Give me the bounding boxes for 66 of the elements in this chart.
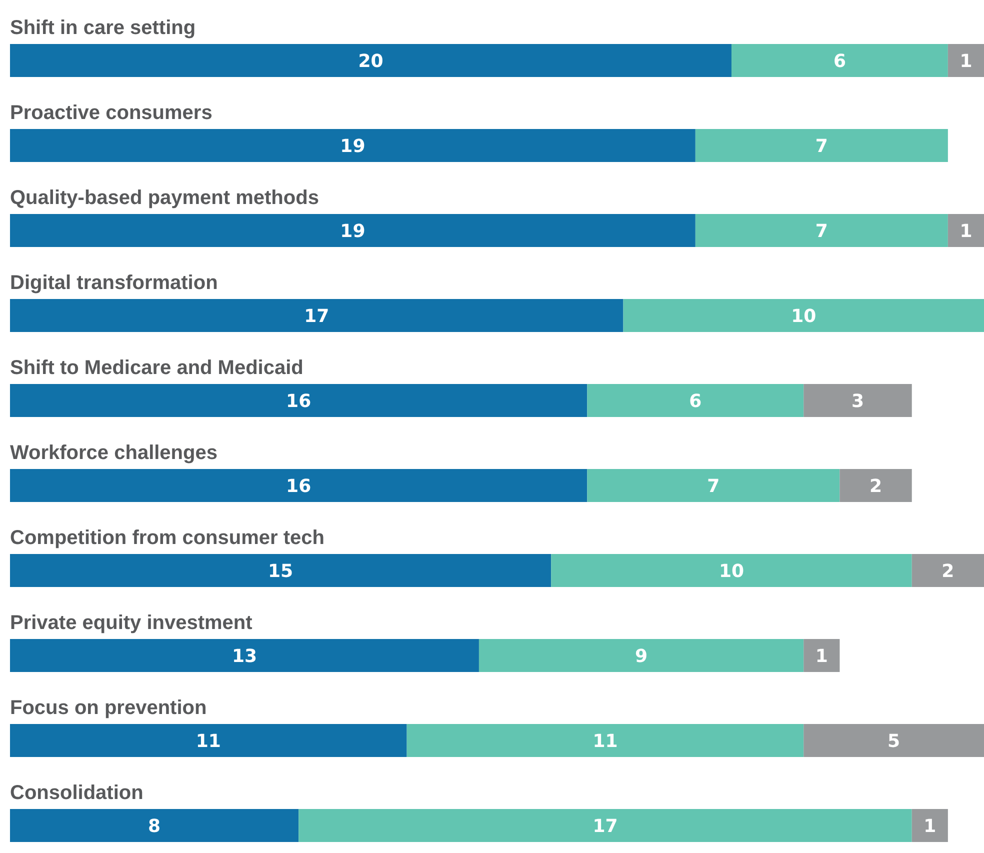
data-label: 20 — [358, 50, 384, 72]
data-label: 8 — [148, 816, 161, 837]
bar — [478, 639, 804, 672]
y-tick-label: Focus on prevention — [10, 697, 207, 719]
bar — [804, 639, 840, 672]
bar — [804, 724, 984, 757]
data-label: 5 — [888, 730, 900, 752]
bar — [10, 44, 732, 77]
data-label: 1 — [960, 220, 972, 242]
bar — [912, 809, 948, 842]
y-tick-label: Shift in care setting — [10, 17, 196, 39]
bar — [587, 469, 840, 502]
data-label: 10 — [791, 306, 816, 327]
bar — [623, 299, 984, 332]
y-tick-label: Private equity investment — [10, 612, 253, 634]
data-label: 16 — [286, 476, 312, 497]
data-label: 3 — [851, 390, 864, 412]
data-label: 15 — [268, 560, 294, 582]
data-label: 7 — [815, 220, 828, 242]
y-tick-label: Competition from consumer tech — [10, 527, 324, 549]
data-label: 19 — [340, 220, 366, 242]
data-label: 17 — [304, 306, 330, 327]
data-label: 6 — [833, 50, 846, 72]
bar — [10, 469, 588, 502]
bar — [695, 129, 948, 162]
bar — [948, 214, 984, 247]
bar — [298, 809, 912, 842]
bar — [10, 384, 588, 417]
data-label: 7 — [707, 476, 720, 497]
data-label: 1 — [924, 816, 936, 837]
data-label: 6 — [689, 390, 702, 412]
bar — [948, 44, 984, 77]
data-label: 7 — [815, 136, 828, 157]
data-label: 11 — [196, 730, 221, 752]
bar — [10, 809, 299, 842]
bar — [10, 129, 696, 162]
bar — [912, 554, 984, 587]
data-label: 1 — [960, 50, 972, 72]
y-tick-label: Digital transformation — [10, 272, 218, 294]
data-label: 11 — [592, 730, 618, 752]
bar — [10, 214, 696, 247]
data-label: 10 — [718, 560, 744, 582]
bar — [587, 384, 804, 417]
data-label: 19 — [340, 136, 366, 157]
data-label: 16 — [286, 390, 312, 412]
data-label: 9 — [635, 646, 648, 667]
bar — [10, 724, 407, 757]
bar — [406, 724, 804, 757]
y-tick-label: Consolidation — [10, 782, 144, 804]
y-tick-label: Quality-based payment methods — [10, 187, 319, 209]
y-tick-label: Workforce challenges — [10, 442, 218, 464]
bar — [804, 384, 912, 417]
data-label: 2 — [870, 476, 882, 497]
bar — [10, 299, 624, 332]
data-label: 13 — [232, 646, 258, 667]
bar — [10, 554, 552, 587]
data-label: 1 — [815, 646, 828, 667]
y-tick-label: Proactive consumers — [10, 102, 212, 124]
bar — [840, 469, 912, 502]
data-label: 2 — [942, 560, 954, 582]
bar — [695, 214, 948, 247]
y-tick-label: Shift to Medicare and Medicaid — [10, 357, 304, 379]
bar — [10, 639, 479, 672]
bar — [551, 554, 912, 587]
data-label: 17 — [592, 816, 618, 837]
bar — [731, 44, 948, 77]
